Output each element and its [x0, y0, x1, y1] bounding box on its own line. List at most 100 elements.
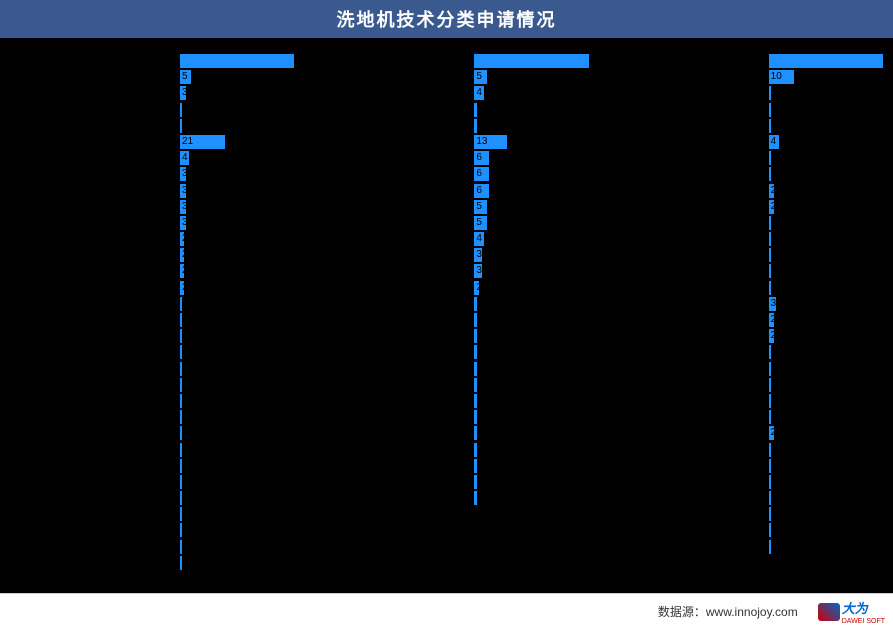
bar-row: A47L11/28 [10, 102, 294, 118]
bar-row: A47L11/105 [10, 69, 294, 85]
bar-value: 2 [771, 329, 777, 343]
bar-label: A47L11/33 [10, 428, 180, 439]
bar-label: B08B1/00 [10, 476, 180, 487]
bar-row: E01H1/05 [10, 539, 294, 555]
bar-row: 亨克尔舒华菲有限公司3 [304, 263, 588, 279]
bar-row: 松下电器产业株式会社 [304, 474, 588, 490]
bar-label: 新东工业株式会社 [304, 232, 474, 247]
bar [769, 523, 772, 537]
bar [180, 329, 182, 343]
bar [180, 491, 182, 505]
bar [180, 410, 182, 424]
bar-row: E01H1/10 [10, 377, 294, 393]
bar-row: A47L11/17 [10, 118, 294, 134]
chart-column: A47L11/00A47L11/105A47L11/2923A47L11/28A… [10, 53, 294, 583]
bar-row: 阿尔弗莱德凯驰有限公司13 [304, 134, 588, 150]
bar-label: A47L11/293 [10, 460, 180, 471]
bar-value: 6 [476, 151, 482, 165]
bar-value: 5 [182, 70, 188, 84]
bar-label: 松下电器产业株式会社 [304, 474, 474, 489]
bar-label: 吸水 [599, 539, 769, 554]
bar-label: B08B11/02 [10, 509, 180, 520]
bar [180, 443, 182, 457]
bar-label: A47L11/03 [10, 266, 180, 277]
bar-label: A47L11/34 [10, 493, 180, 504]
bar-label: 3M创新有限公司 [304, 426, 474, 441]
bar-row: A47L11/08 [10, 393, 294, 409]
bar-row: 上海金禹机械设备有限公司 [304, 377, 588, 393]
bar-label: 桂轮美国公司 [304, 280, 474, 295]
bar [180, 103, 182, 117]
bar [180, 297, 182, 311]
bar-row: Ip清洁丹麦公司 [304, 361, 588, 377]
bar [769, 54, 883, 68]
bar-label: 脏污 [599, 215, 769, 230]
bar-label: 至少 [599, 70, 769, 85]
bar [474, 362, 476, 376]
bar [769, 86, 772, 100]
bar-label: A47L11/14 [10, 169, 180, 180]
bar-label: 相对 [599, 118, 769, 133]
bar-value: 3 [182, 216, 188, 230]
bar-label: 尼尔菲斯克-先进公司 [304, 102, 474, 117]
bar-label: 所述 [599, 296, 769, 311]
bar-label: 入口 [599, 377, 769, 392]
bar [180, 362, 182, 376]
bar-row: 3M创新有限公司 [304, 425, 588, 441]
bar-label: 处理 [599, 474, 769, 489]
bar-label: 泰恩河畔新城泰恩大学 [304, 296, 474, 311]
bar-label: A47L11/284 [10, 298, 180, 309]
bar [769, 119, 772, 133]
bar-row: 入口 [599, 377, 883, 393]
bar-label: A47L11/02 [10, 412, 180, 423]
bar-row: 沈陶公司5 [304, 215, 588, 231]
bar [769, 264, 772, 278]
bar-label: 阿尔弗莱德凯驰有限公司 [304, 135, 474, 150]
bar-value: 3 [771, 297, 777, 311]
bar-label: 尼尔菲斯克-阿德万斯股份公司 [304, 54, 474, 69]
bar-label: 向下 [599, 507, 769, 522]
bar [474, 119, 476, 133]
bar-row: 可靠 [599, 458, 883, 474]
bar-row: E01H1/08 [10, 312, 294, 328]
bar-value: 3 [182, 86, 188, 100]
logo: 大为 DAWEI SOFT [818, 598, 885, 625]
bar-label: 有限会社IIP [304, 394, 474, 409]
bar-row: A47L11/34 [10, 490, 294, 506]
bar-row: A47L11/04 [10, 344, 294, 360]
page-title: 洗地机技术分类申请情况 [0, 0, 893, 38]
bar-row: B08B1/00 [10, 474, 294, 490]
bar-row: 连通2 [599, 199, 883, 215]
bar [769, 443, 772, 457]
bar-label: 比亚图·科尔波 [304, 329, 474, 344]
bar-row: 尼尔菲斯克-先进公司 [304, 102, 588, 118]
bar-value: 3 [182, 200, 188, 214]
bar [180, 119, 182, 133]
bar-row: A47L11/302 [10, 280, 294, 296]
bar-row: 有限会社IIP [304, 393, 588, 409]
bar-value: 2 [182, 264, 188, 278]
bar-row: 所述3 [599, 296, 883, 312]
bar-label: 可使 [599, 248, 769, 263]
bar-row: 接触 [599, 393, 883, 409]
chart-column: 尼尔菲斯克-阿德万斯股份公司泰能特公司5阿玛诺株式会社4尼尔菲斯克-先进公司佛雷… [304, 53, 588, 583]
bar [180, 378, 182, 392]
bar [769, 167, 772, 181]
bar-row: A47L11/15 [10, 442, 294, 458]
bar-row: 尼尔菲斯克-阿德万斯股份公司 [304, 53, 588, 69]
bar-row: B08B11/00 [10, 522, 294, 538]
bar-label: 湿式 [599, 102, 769, 117]
bar [474, 378, 476, 392]
bar-value: 2 [476, 281, 482, 295]
bar-row: 脏污 [599, 215, 883, 231]
bar-row: 阿尔弗雷德卡切尔两合公司6 [304, 183, 588, 199]
bar-label: 功能 [599, 313, 769, 328]
bar-label: 向上 [599, 86, 769, 101]
bar [474, 313, 476, 327]
bar [769, 507, 772, 521]
bar-value: 5 [476, 216, 482, 230]
bar-label: 阿尔弗雷德凯驰两合公司 [304, 151, 474, 166]
bar-value: 4 [771, 135, 777, 149]
bar-row: 泰恩河畔新城泰恩大学 [304, 296, 588, 312]
bar-row: A47L11/293 [10, 458, 294, 474]
